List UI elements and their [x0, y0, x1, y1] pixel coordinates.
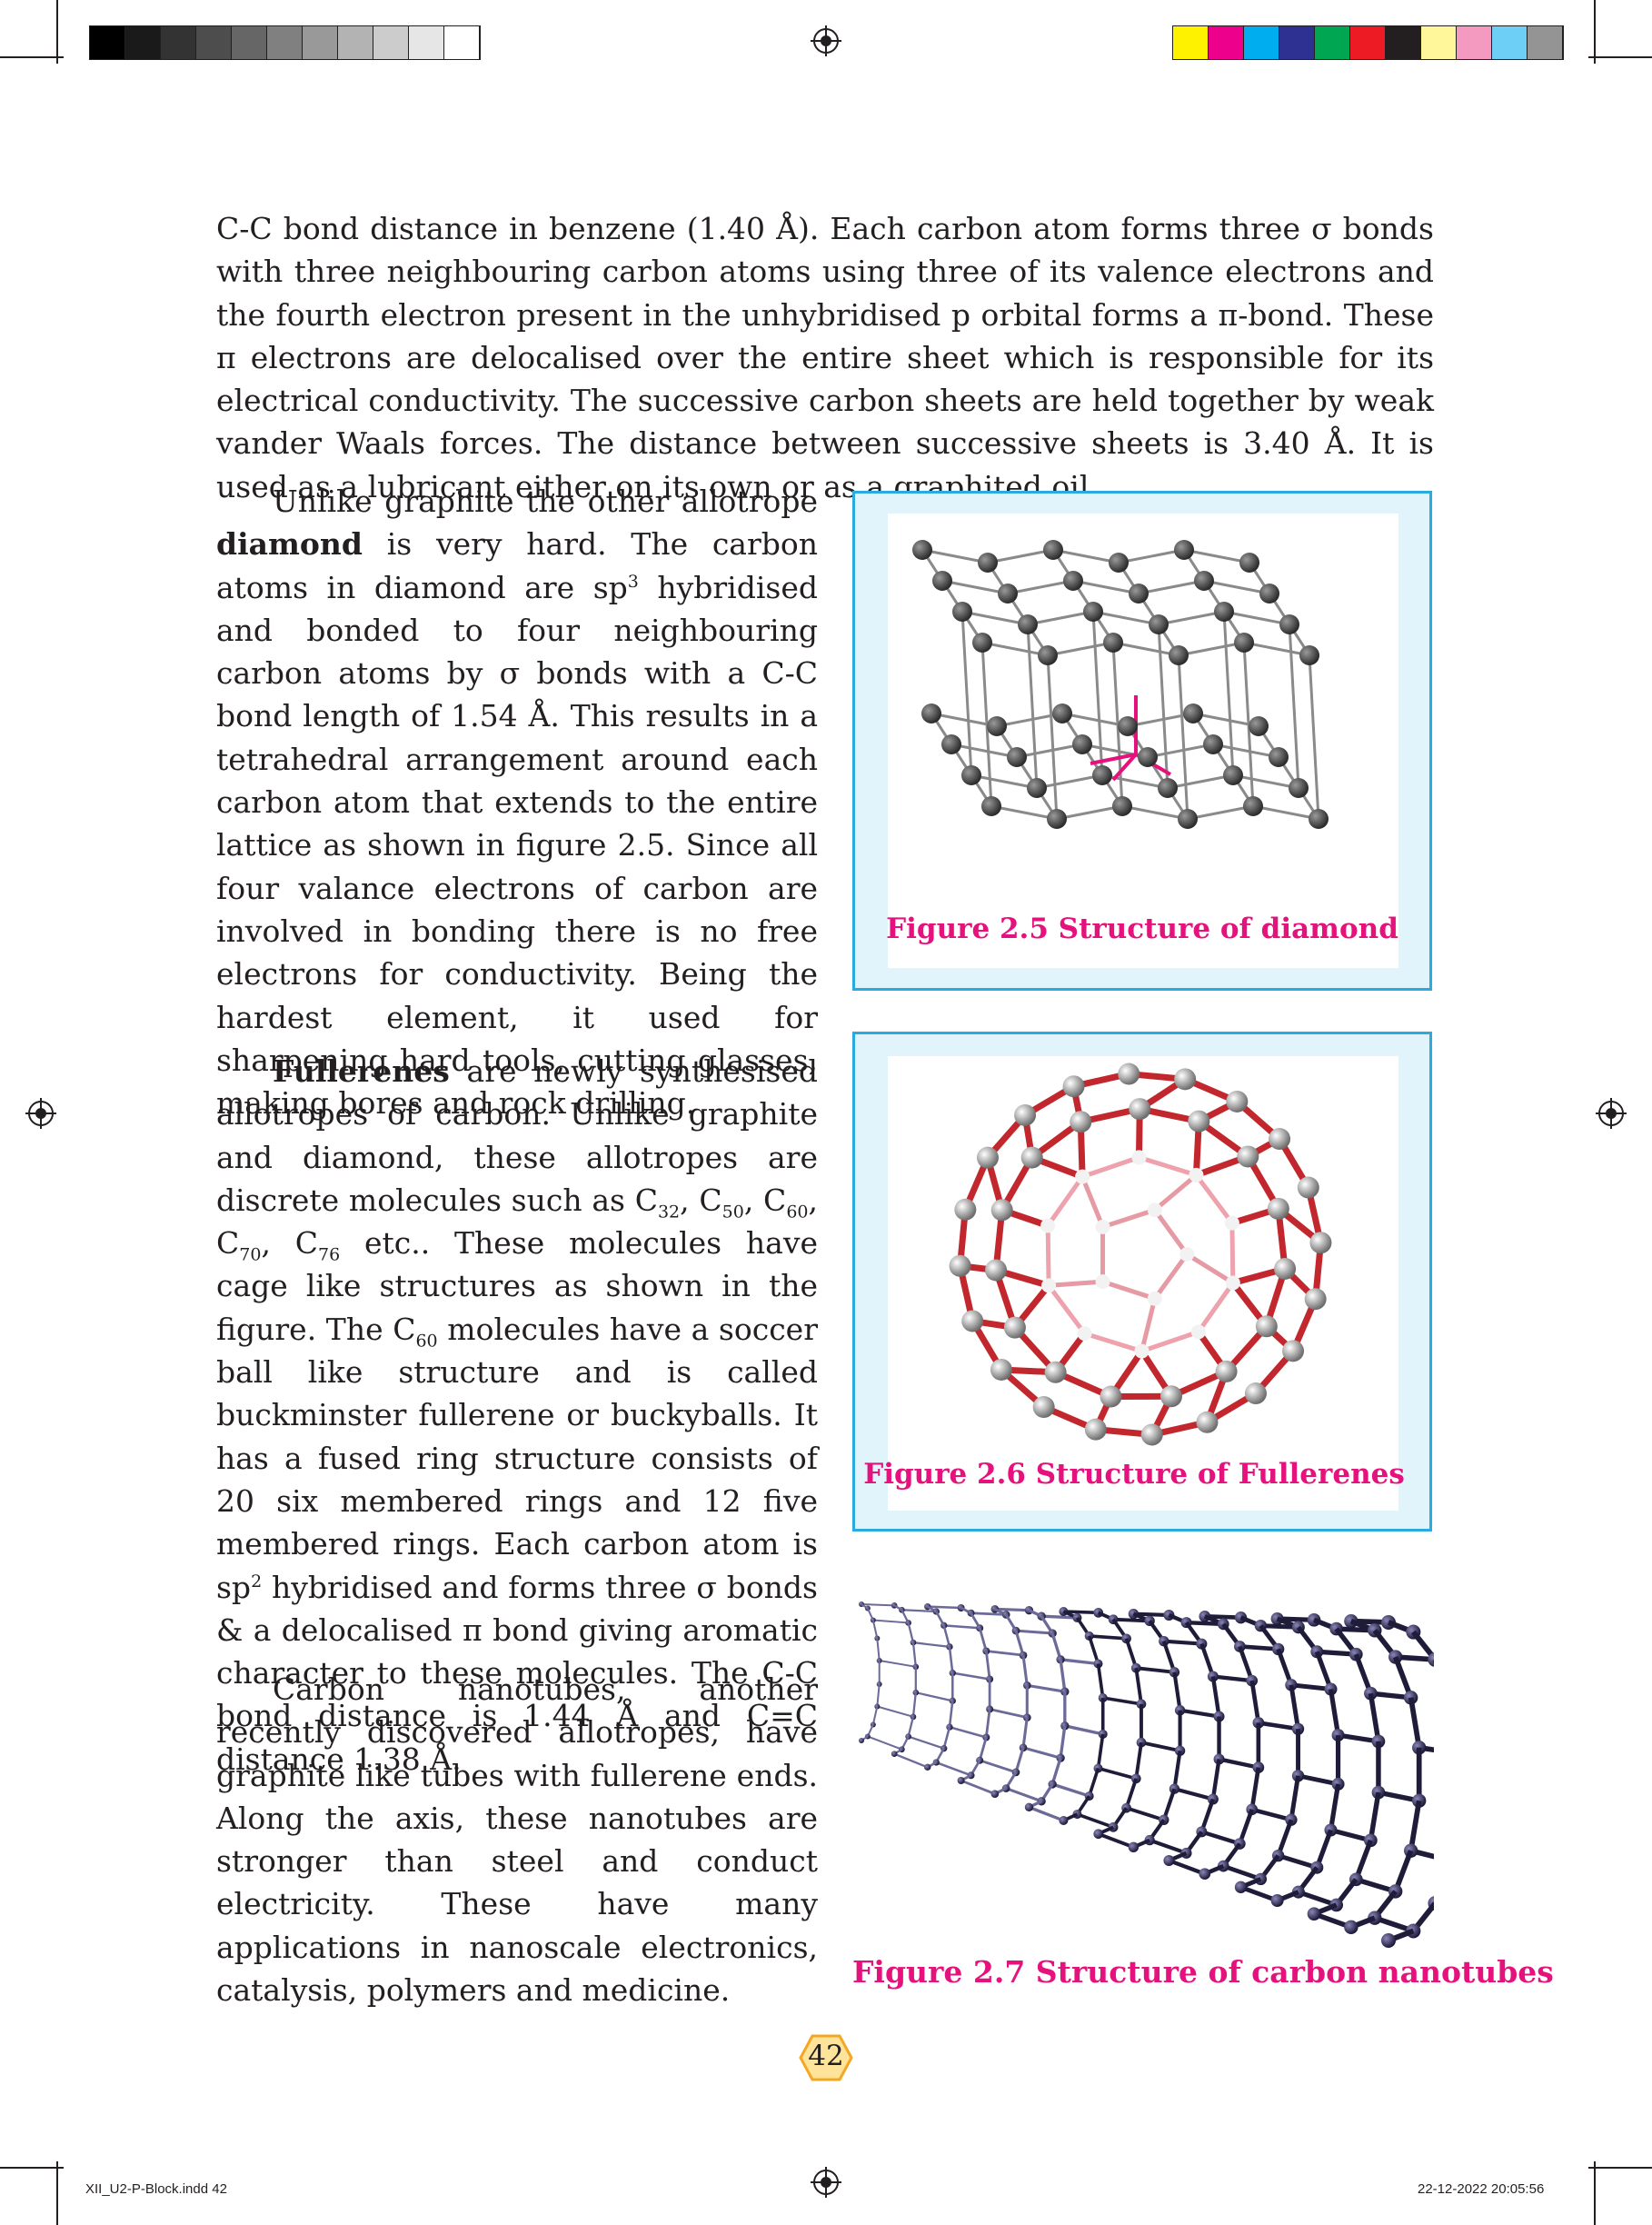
subscript: 32: [657, 1202, 681, 1222]
color-swatch: [1457, 26, 1492, 59]
crop-mark: [1588, 2167, 1652, 2169]
color-swatch: [196, 26, 232, 59]
color-swatch: [1421, 26, 1457, 59]
crop-mark: [1588, 56, 1652, 58]
crop-mark: [56, 2161, 58, 2225]
carbon-nanotube-image: [859, 1601, 1434, 1948]
color-swatch: [161, 26, 196, 59]
paragraph-nanotubes: Carbon nanotubes, another recently disco…: [216, 1671, 818, 2009]
page-number-badge-icon: [799, 2034, 853, 2081]
text-run: hybridised and forms three σ bonds & a d…: [216, 1569, 818, 1777]
text-run: hybridised and bonded to four neighbouri…: [216, 569, 818, 1122]
term-fullerenes: Fullerenes: [273, 1053, 450, 1089]
text-run: , C: [261, 1225, 318, 1262]
subscript: 60: [786, 1202, 809, 1222]
color-swatch: [1315, 26, 1350, 59]
slug-timestamp: 22-12-2022 20:05:56: [1418, 2181, 1545, 2197]
color-swatch: [1350, 26, 1386, 59]
paragraph-graphite: C-C bond distance in benzene (1.40 Å). E…: [216, 211, 1434, 504]
text-run: , C: [743, 1182, 787, 1218]
color-swatch: [444, 26, 480, 59]
color-swatch: [90, 26, 125, 59]
subscript: 70: [239, 1244, 262, 1265]
page-number: 42: [808, 2040, 844, 2072]
diamond-lattice-image: [912, 540, 1329, 829]
subscript: 76: [317, 1244, 341, 1265]
grayscale-color-bar: [89, 25, 481, 60]
registration-mark-icon: [25, 1098, 56, 1129]
subscript: 50: [722, 1202, 744, 1222]
text-run: C: [699, 1182, 722, 1218]
subscript: 60: [415, 1331, 438, 1352]
color-swatch: [373, 26, 409, 59]
text-run: molecules have a soccer ball like struct…: [216, 1311, 818, 1605]
color-swatch: [1492, 26, 1528, 59]
figure-caption-diamond: Figure 2.5 Structure of diamond: [886, 913, 1398, 945]
text-run: are newly synthesised allotropes of carb…: [216, 1053, 819, 1218]
fullerene-image: [949, 1063, 1332, 1446]
crop-mark: [1594, 2161, 1596, 2225]
superscript: 2: [251, 1571, 263, 1591]
registration-mark-icon: [811, 2167, 841, 2198]
color-swatch: [409, 26, 444, 59]
figure-caption-fullerenes: Figure 2.6 Structure of Fullerenes: [863, 1458, 1405, 1491]
color-swatch: [232, 26, 267, 59]
text-run: Unlike graphite the other allotrope: [273, 484, 818, 519]
paragraph-fullerenes: Fullerenes are newly synthesised allotro…: [216, 1050, 818, 1781]
crop-mark: [56, 0, 58, 64]
registration-mark-icon: [811, 25, 841, 56]
registration-mark-icon: [1596, 1098, 1627, 1129]
color-swatch: [1279, 26, 1315, 59]
color-swatch: [267, 26, 303, 59]
slug-filename: XII_U2-P-Block.indd 42: [85, 2181, 227, 2197]
term-diamond: diamond: [216, 526, 363, 563]
text-run: ,: [680, 1182, 690, 1218]
color-swatch: [1209, 26, 1244, 59]
text-run: is very hard. The carbon atoms in diamon…: [216, 526, 818, 605]
color-swatch: [125, 26, 161, 59]
color-swatch: [303, 26, 338, 59]
color-swatch: [1173, 26, 1209, 59]
text-run: , C: [216, 1182, 818, 1262]
color-swatch: [338, 26, 373, 59]
paragraph-diamond: Unlike graphite the other allotrope diam…: [216, 480, 818, 1124]
crop-mark: [1594, 0, 1596, 64]
color-swatch: [1528, 26, 1563, 59]
process-color-bar: [1172, 25, 1564, 60]
crop-mark: [0, 56, 64, 58]
figure-caption-nanotubes: Figure 2.7 Structure of carbon nanotubes: [852, 1954, 1554, 1990]
text-run: etc.. These molecules have cage like str…: [216, 1225, 818, 1347]
crop-mark: [0, 2167, 64, 2169]
color-swatch: [1244, 26, 1279, 59]
color-swatch: [1386, 26, 1421, 59]
superscript: 3: [627, 571, 639, 592]
